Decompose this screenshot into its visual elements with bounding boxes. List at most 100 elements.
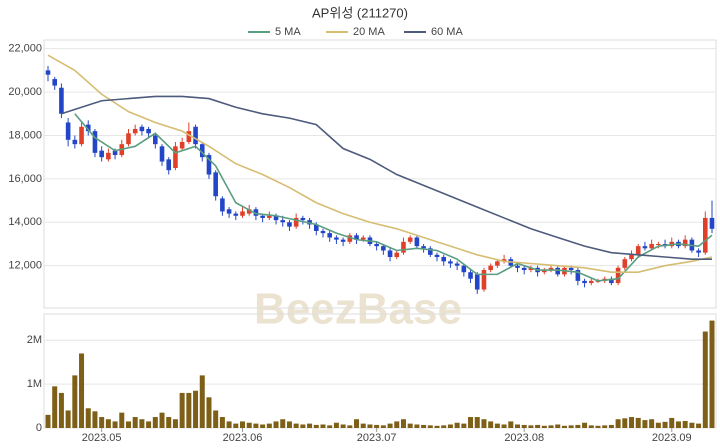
- volume-bar: [696, 423, 702, 428]
- candle-body: [622, 259, 628, 268]
- volume-bar: [447, 424, 453, 428]
- volume-bar: [293, 423, 299, 428]
- candle-body: [454, 263, 460, 266]
- candle-body: [642, 246, 648, 249]
- volume-bar: [380, 425, 386, 428]
- candle-body: [334, 237, 339, 240]
- candle-body: [709, 217, 715, 229]
- volume-bar: [521, 424, 527, 428]
- volume-bar: [454, 422, 460, 428]
- candle-body: [199, 144, 205, 158]
- y-tick-label: 20,000: [8, 86, 42, 98]
- candle-body: [340, 239, 346, 242]
- x-tick-label: 2023.05: [82, 432, 122, 444]
- volume-bar: [555, 424, 561, 428]
- candle-body: [521, 267, 527, 271]
- volume-bar: [434, 425, 440, 428]
- candle-body: [568, 267, 574, 271]
- volume-bar: [172, 419, 178, 428]
- volume-bar: [92, 411, 98, 428]
- x-tick-label: 2023.07: [357, 432, 397, 444]
- volume-bar: [125, 421, 131, 428]
- candle-body: [206, 155, 212, 175]
- volume-bar: [535, 424, 541, 428]
- volume-bar: [541, 425, 547, 428]
- volume-bar: [226, 421, 232, 428]
- volume-bar: [548, 425, 554, 428]
- volume-bar: [689, 422, 695, 428]
- volume-bar: [494, 423, 500, 428]
- candle-body: [193, 126, 198, 145]
- candle-body: [582, 280, 587, 284]
- volume-bar: [354, 419, 360, 428]
- candle-body: [220, 198, 225, 212]
- ma-line: [74, 113, 713, 282]
- candle-body: [273, 215, 279, 221]
- volume-bar: [474, 417, 480, 428]
- candle-body: [542, 270, 547, 273]
- volume-bar: [159, 412, 165, 428]
- volume-bar: [166, 417, 172, 428]
- y-tick-label: 16,000: [8, 173, 42, 185]
- volume-bar: [682, 420, 688, 428]
- ma-line: [47, 54, 713, 273]
- candle-body: [213, 172, 218, 197]
- volume-bar: [193, 390, 199, 428]
- candle-body: [474, 274, 480, 290]
- candle-body: [528, 267, 534, 271]
- candle-body: [575, 270, 581, 281]
- volume-bar: [669, 417, 675, 428]
- volume-bar: [387, 423, 393, 428]
- candle-body: [501, 259, 507, 262]
- candle-body: [166, 159, 172, 171]
- y-tick-label: 2M: [27, 334, 42, 346]
- volume-bar: [65, 410, 71, 428]
- candle-body: [374, 243, 379, 247]
- candle-body: [360, 237, 366, 240]
- volume-bar: [461, 423, 467, 428]
- volume-bar: [615, 419, 621, 428]
- x-tick-label: 2023.09: [652, 432, 692, 444]
- candle-body: [300, 217, 306, 221]
- candle-body: [280, 220, 286, 223]
- volume-bar: [622, 418, 628, 428]
- candle-body: [588, 280, 594, 284]
- volume-bar: [468, 417, 474, 428]
- volume-bar: [246, 422, 252, 428]
- legend-label: 20 MA: [353, 26, 385, 38]
- candle-body: [79, 126, 84, 145]
- volume-bar: [675, 421, 681, 428]
- candle-body: [381, 246, 386, 251]
- candle-body: [428, 248, 433, 255]
- volume-bar: [139, 419, 145, 428]
- volume-bar: [119, 412, 125, 428]
- candle-body: [65, 122, 71, 140]
- candle-body: [186, 131, 192, 142]
- candle-body: [461, 265, 467, 273]
- candle-body: [132, 128, 138, 134]
- volume-bar: [662, 421, 668, 428]
- candle-body: [394, 252, 400, 258]
- candle-body: [635, 246, 641, 255]
- volume-bar: [112, 421, 118, 428]
- volume-bar: [481, 419, 487, 428]
- candle-body: [320, 230, 326, 234]
- volume-bar: [635, 417, 641, 428]
- volume-bar: [400, 419, 406, 428]
- chart-title: AP위성 (211270): [312, 5, 408, 20]
- volume-bar: [132, 417, 138, 428]
- candle-body: [407, 237, 413, 242]
- candle-body: [468, 272, 473, 279]
- volume-bar: [588, 425, 594, 428]
- volume-bar: [642, 420, 648, 428]
- volume-bar: [313, 424, 319, 428]
- volume-bar: [266, 423, 272, 428]
- candle-body: [159, 146, 165, 162]
- volume-bar: [655, 422, 661, 428]
- candle-body: [59, 87, 64, 114]
- candle-body: [548, 267, 554, 271]
- x-tick-label: 2023.08: [504, 432, 544, 444]
- watermark: BeezBase: [254, 285, 462, 334]
- candle-body: [448, 261, 453, 264]
